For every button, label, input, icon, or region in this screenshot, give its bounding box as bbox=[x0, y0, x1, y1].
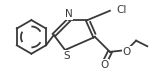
Text: Cl: Cl bbox=[116, 5, 127, 15]
Text: S: S bbox=[64, 51, 70, 61]
Text: O: O bbox=[123, 47, 131, 57]
Text: N: N bbox=[65, 10, 73, 19]
Text: O: O bbox=[100, 60, 108, 70]
